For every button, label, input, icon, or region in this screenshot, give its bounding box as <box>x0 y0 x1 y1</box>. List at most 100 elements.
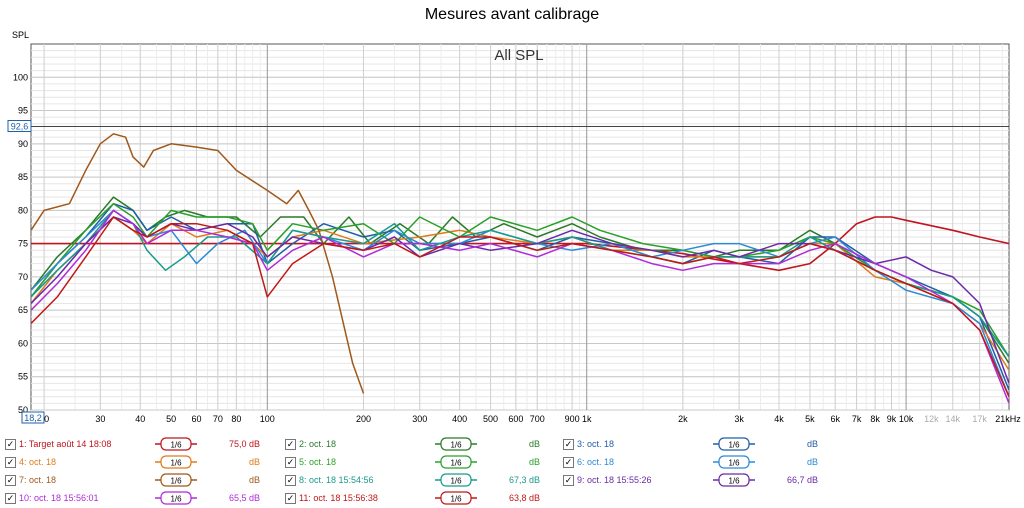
legend-db-value: dB <box>806 457 818 467</box>
legend-smoothing-swatch[interactable]: 1/6 <box>155 455 197 469</box>
legend-db-value: 67,3 dB <box>508 475 540 485</box>
series-line-10[interactable] <box>31 209 1009 404</box>
legend-smoothing-swatch[interactable]: 1/6 <box>713 455 755 469</box>
y-tick-label: 60 <box>18 338 28 348</box>
legend-smoothing-label: 1/6 <box>170 459 182 468</box>
legend-db-value: dB <box>528 457 540 467</box>
x-tick-label: 900 <box>565 414 580 424</box>
legend-item[interactable]: ✓ 7: oct. 18 1/6 dB <box>5 472 275 490</box>
y-tick-label: 65 <box>18 305 28 315</box>
y-tick-label: 80 <box>18 205 28 215</box>
legend-smoothing-swatch[interactable]: 1/6 <box>435 437 477 451</box>
x-tick-label: 70 <box>213 414 223 424</box>
legend-smoothing-label: 1/6 <box>450 441 462 450</box>
x-tick-label: 500 <box>483 414 498 424</box>
legend-smoothing-label: 1/6 <box>450 459 462 468</box>
legend-item[interactable]: ✓ 5: oct. 18 1/6 dB <box>285 454 555 472</box>
x-axis-max-label: 21kHz <box>995 414 1021 424</box>
y-tick-label: 55 <box>18 372 28 382</box>
legend-smoothing-label: 1/6 <box>450 477 462 486</box>
x-tick-label: 10k <box>899 414 914 424</box>
legend-checkbox[interactable]: ✓ <box>563 475 574 486</box>
legend-checkbox[interactable]: ✓ <box>285 475 296 486</box>
legend-item[interactable]: ✓ 10: oct. 18 15:56:01 1/6 65,5 dB <box>5 490 275 508</box>
x-tick-label: 80 <box>231 414 241 424</box>
legend: ✓ 1: Target août 14 18:08 1/6 75,0 dB ✓ 2: oc… <box>0 432 1024 505</box>
x-tick-label: 300 <box>412 414 427 424</box>
legend-smoothing-swatch[interactable]: 1/6 <box>155 437 197 451</box>
legend-db-value: dB <box>806 439 818 449</box>
legend-db-value: 63,8 dB <box>508 493 540 503</box>
x-tick-label: 2k <box>678 414 688 424</box>
x-tick-label: 200 <box>356 414 371 424</box>
legend-item[interactable]: ✓ 6: oct. 18 1/6 dB <box>563 454 833 472</box>
x-tick-label: 100 <box>260 414 275 424</box>
y-axis-label: SPL <box>12 30 29 40</box>
legend-label: 3: oct. 18 <box>577 439 615 449</box>
legend-smoothing-swatch[interactable]: 1/6 <box>435 455 477 469</box>
legend-smoothing-swatch[interactable]: 1/6 <box>155 473 197 487</box>
x-tick-label: 600 <box>508 414 523 424</box>
legend-item[interactable]: ✓ 2: oct. 18 1/6 dB <box>285 436 555 454</box>
x-tick-label: 1k <box>582 414 592 424</box>
legend-item[interactable]: ✓ 4: oct. 18 1/6 dB <box>5 454 275 472</box>
legend-item[interactable]: ✓ 9: oct. 18 15:55:26 1/6 66,7 dB <box>563 472 833 490</box>
series-line-11[interactable] <box>31 216 1009 398</box>
legend-smoothing-label: 1/6 <box>728 459 740 468</box>
legend-label: 8: oct. 18 15:54:56 <box>299 475 374 485</box>
legend-checkbox[interactable]: ✓ <box>5 475 16 486</box>
x-tick-label: 700 <box>530 414 545 424</box>
legend-checkbox[interactable]: ✓ <box>285 457 296 468</box>
y-readout-box: 92,6 <box>7 120 32 133</box>
legend-item[interactable]: ✓ 3: oct. 18 1/6 dB <box>563 436 833 454</box>
x-tick-label: 50 <box>166 414 176 424</box>
legend-smoothing-label: 1/6 <box>450 495 462 504</box>
legend-label: 11: oct. 18 15:56:38 <box>299 493 378 503</box>
legend-checkbox[interactable]: ✓ <box>285 493 296 504</box>
legend-label: 5: oct. 18 <box>299 457 337 467</box>
legend-item[interactable]: ✓ 11: oct. 18 15:56:38 1/6 63,8 dB <box>285 490 555 508</box>
legend-label: 9: oct. 18 15:55:26 <box>577 475 652 485</box>
legend-smoothing-label: 1/6 <box>170 441 182 450</box>
y-tick-label: 85 <box>18 172 28 182</box>
y-tick-label: 70 <box>18 272 28 282</box>
x-tick-label: 9k <box>887 414 897 424</box>
legend-db-value: 75,0 dB <box>228 439 260 449</box>
x-tick-label: 400 <box>452 414 467 424</box>
legend-checkbox[interactable]: ✓ <box>5 493 16 504</box>
legend-db-value: dB <box>528 439 540 449</box>
y-readout: 92,6 <box>11 122 29 132</box>
y-tick-label: 95 <box>18 106 28 116</box>
legend-checkbox[interactable]: ✓ <box>5 457 16 468</box>
window-title: Mesures avant calibrage <box>424 6 600 23</box>
x-readout-box: 18,2 <box>21 411 45 424</box>
legend-db-value: dB <box>248 457 260 467</box>
legend-smoothing-swatch[interactable]: 1/6 <box>713 473 755 487</box>
x-tick-label: 8k <box>870 414 880 424</box>
legend-smoothing-swatch[interactable]: 1/6 <box>713 437 755 451</box>
legend-label: 1: Target août 14 18:08 <box>19 439 112 449</box>
legend-smoothing-swatch[interactable]: 1/6 <box>435 473 477 487</box>
legend-checkbox[interactable]: ✓ <box>563 439 574 450</box>
legend-item[interactable]: ✓ 8: oct. 18 15:54:56 1/6 67,3 dB <box>285 472 555 490</box>
x-tick-label: 6k <box>830 414 840 424</box>
legend-label: 6: oct. 18 <box>577 457 615 467</box>
x-readout: 18,2 <box>24 413 42 423</box>
x-tick-label: 5k <box>805 414 815 424</box>
y-tick-label: 90 <box>18 139 28 149</box>
legend-smoothing-label: 1/6 <box>170 477 182 486</box>
x-tick-label: 7k <box>852 414 862 424</box>
legend-checkbox[interactable]: ✓ <box>285 439 296 450</box>
legend-label: 7: oct. 18 <box>19 475 57 485</box>
chart-title: All SPL <box>494 47 543 64</box>
legend-checkbox[interactable]: ✓ <box>5 439 16 450</box>
legend-checkbox[interactable]: ✓ <box>563 457 574 468</box>
legend-db-value: 65,5 dB <box>228 493 260 503</box>
x-tick-label: 30 <box>95 414 105 424</box>
series-line-7[interactable] <box>31 133 365 394</box>
x-tick-label: 17k <box>972 414 987 424</box>
y-tick-label: 100 <box>13 72 28 82</box>
x-tick-label: 3k <box>734 414 744 424</box>
legend-item[interactable]: ✓ 1: Target août 14 18:08 1/6 75,0 dB <box>5 436 275 454</box>
